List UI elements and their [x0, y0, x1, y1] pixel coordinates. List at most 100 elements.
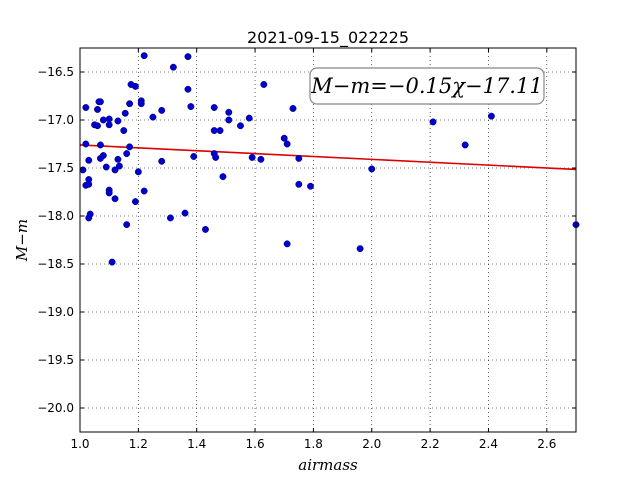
x-tick-label: 1.8	[304, 437, 323, 451]
data-point	[280, 134, 288, 142]
data-point	[82, 140, 90, 148]
data-point	[210, 104, 218, 111]
data-point	[225, 108, 233, 116]
chart-title: 2021-09-15_022225	[247, 28, 409, 48]
data-point	[245, 114, 253, 122]
data-point	[225, 116, 233, 124]
data-point	[461, 141, 469, 149]
data-point	[111, 195, 119, 203]
data-point	[86, 210, 94, 218]
x-tick-label: 1.6	[246, 437, 265, 451]
data-point	[121, 109, 129, 117]
data-point	[137, 100, 145, 108]
y-tick-label: −17.0	[37, 113, 74, 127]
data-point	[120, 127, 128, 135]
data-point	[123, 221, 131, 229]
data-point	[190, 153, 198, 160]
data-point	[99, 152, 107, 159]
data-point	[99, 116, 107, 124]
annotation-box	[309, 67, 545, 105]
data-point	[187, 103, 195, 111]
ticks	[79, 48, 576, 432]
data-point	[131, 82, 139, 90]
data-point	[257, 155, 265, 163]
data-point	[102, 163, 110, 171]
data-point	[85, 180, 93, 188]
data-point	[96, 98, 104, 106]
data-point	[149, 113, 157, 121]
y-tick-label: −19.5	[37, 353, 74, 367]
data-point	[123, 150, 131, 158]
fit-line	[79, 144, 577, 171]
data-point	[219, 173, 227, 181]
data-point	[307, 182, 314, 190]
data-point	[237, 122, 244, 130]
data-point	[184, 85, 192, 93]
data-point	[429, 118, 437, 126]
data-point	[295, 154, 303, 162]
data-point	[210, 127, 218, 135]
x-tick-label: 2.4	[479, 437, 498, 451]
data-point	[158, 106, 166, 114]
grid	[79, 48, 576, 432]
data-point	[212, 153, 220, 161]
data-point	[105, 189, 113, 197]
data-point	[131, 198, 139, 206]
data-point	[85, 156, 93, 164]
data-point	[140, 52, 148, 60]
data-point	[105, 121, 113, 129]
x-tick-label: 1.0	[70, 437, 89, 451]
data-point	[283, 240, 291, 248]
y-tick-label: −16.5	[37, 65, 74, 79]
data-point	[202, 225, 209, 233]
x-tick-label: 1.2	[129, 437, 148, 451]
data-point	[111, 166, 119, 174]
plot-area: M−m=−0.15χ−17.11	[79, 47, 580, 433]
data-point	[166, 214, 174, 222]
data-point	[169, 63, 177, 71]
data-point	[114, 117, 122, 125]
y-tick-label: −20.0	[37, 401, 74, 415]
y-tick-label: −19.0	[37, 305, 74, 319]
y-tick-label: −18.0	[37, 209, 74, 223]
data-point	[96, 141, 104, 149]
x-tick-label: 1.4	[187, 437, 206, 451]
data-point	[126, 143, 134, 151]
plot-background	[80, 48, 576, 432]
data-point	[82, 104, 90, 111]
x-tick-labels: 1.0 1.2 1.4 1.6 1.8 2.0 2.2 2.4 2.6	[70, 437, 556, 451]
data-point	[295, 180, 303, 188]
data-point	[181, 209, 189, 217]
data-point	[368, 165, 376, 173]
data-point	[289, 105, 297, 112]
x-axis-label: airmass	[298, 456, 358, 474]
data-point	[260, 81, 268, 88]
data-point	[114, 155, 122, 163]
annotation-text: M−m=−0.15χ−17.11	[310, 74, 542, 98]
data-point	[108, 258, 116, 266]
data-point	[216, 127, 224, 135]
y-axis-label: M−m	[13, 219, 31, 262]
data-point	[283, 140, 291, 148]
data-point	[184, 53, 192, 61]
fit-annotation: M−m=−0.15χ−17.11	[309, 67, 545, 105]
y-tick-labels: −16.5 −17.0 −17.5 −18.0 −18.5 −19.0 −19.5 −20.0	[37, 65, 74, 415]
data-point	[140, 187, 148, 195]
y-tick-label: −18.5	[37, 257, 74, 271]
x-tick-label: 2.0	[362, 437, 381, 451]
data-point	[126, 100, 134, 108]
data-point	[134, 168, 142, 176]
fit-layer	[79, 144, 577, 171]
data-point	[115, 162, 123, 170]
x-tick-label: 2.2	[421, 437, 440, 451]
y-tick-label: −17.5	[37, 161, 74, 175]
data-point	[105, 115, 113, 123]
data-point	[158, 157, 166, 165]
plot-frame	[79, 47, 577, 433]
x-tick-label: 2.6	[537, 437, 556, 451]
data-point	[248, 153, 256, 161]
data-point	[356, 245, 364, 253]
data-points	[79, 52, 580, 266]
data-point	[487, 112, 495, 120]
